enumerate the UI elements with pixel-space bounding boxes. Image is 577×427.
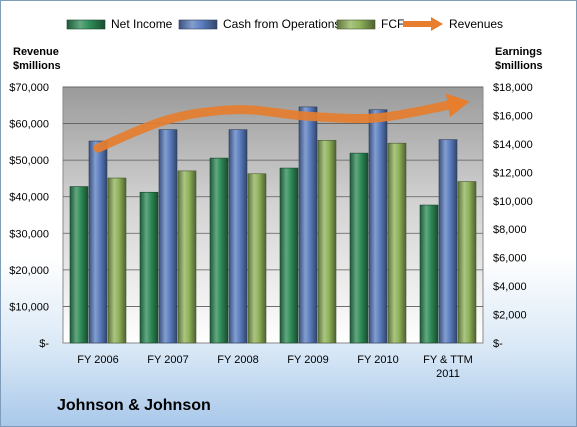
bar-cash-from-operations-0 [88,140,108,344]
category-label: FY 2008 [217,354,258,366]
bar-net-income-5 [419,204,439,344]
right-tick-label: $12,000 [493,167,533,179]
right-tick-label: $18,000 [493,82,533,94]
legend-label-fcf: FCF [381,17,404,31]
bar-fcf-0 [107,177,127,344]
category-label: FY 2006 [77,354,118,366]
bar-net-income-2 [209,157,229,344]
category-label: 2011 [436,368,460,380]
left-tick-label: $10,000 [9,301,49,313]
right-tick-label: $14,000 [493,139,533,151]
left-axis-title: Revenue $millions [13,45,61,73]
bar-fcf-4 [387,142,407,344]
bar-fcf-3 [317,140,337,344]
revenue-arrowhead [445,93,470,118]
category-label: FY 2009 [287,354,328,366]
left-tick-label: $- [39,338,49,350]
category-label: FY 2007 [147,354,188,366]
bar-fcf-2 [247,173,267,344]
chart-title: Johnson & Johnson [57,397,211,414]
bar-net-income-1 [139,191,159,344]
legend-swatch-fcf [336,19,376,30]
category-label: FY 2010 [357,354,398,366]
legend-swatch-net-income [66,19,106,30]
legend-label-cash-from-operations: Cash from Operations [223,17,340,31]
bar-fcf-1 [177,170,197,344]
left-tick-label: $70,000 [9,82,49,94]
left-tick-label: $30,000 [9,228,49,240]
right-axis-title-line1: Earnings [495,46,543,58]
right-tick-label: $8,000 [493,224,527,236]
legend-label-net-income: Net Income [111,17,173,31]
bar-fcf-5 [457,181,477,344]
left-tick-label: $60,000 [9,119,49,131]
left-tick-label: $40,000 [9,192,49,204]
category-label: FY & TTM [423,354,473,366]
bar-cash-from-operations-2 [228,129,248,344]
right-axis-title-line2: $millions [495,60,543,72]
right-tick-label: $4,000 [493,281,527,293]
right-tick-label: $- [493,338,503,350]
revenue-line [93,100,453,153]
bar-cash-from-operations-4 [368,109,388,344]
right-tick-label: $2,000 [493,310,527,322]
right-axis-title: Earnings $millions [495,45,543,73]
right-tick-label: $10,000 [493,196,533,208]
left-axis-title-line1: Revenue [13,46,59,58]
bar-cash-from-operations-3 [298,106,318,344]
legend-swatch-cash-from-operations [178,19,218,30]
legend-label-revenues: Revenues [449,17,503,31]
bar-net-income-3 [279,167,299,344]
left-tick-label: $20,000 [9,265,49,277]
bar-cash-from-operations-5 [438,139,458,344]
right-tick-label: $16,000 [493,110,533,122]
bar-cash-from-operations-1 [158,129,178,344]
legend-arrow-revenues [431,17,443,31]
right-tick-label: $6,000 [493,253,527,265]
bar-net-income-4 [349,152,369,344]
bar-net-income-0 [69,186,89,344]
left-axis-title-line2: $millions [13,60,61,72]
left-tick-label: $50,000 [9,155,49,167]
